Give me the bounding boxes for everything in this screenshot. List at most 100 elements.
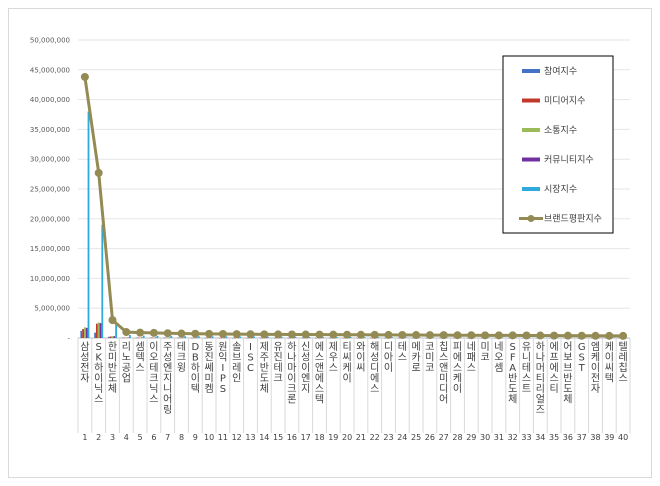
- line-point: [522, 331, 531, 340]
- bar: [522, 337, 524, 339]
- bar: [85, 327, 88, 338]
- line-point: [80, 72, 89, 81]
- bar: [94, 332, 96, 338]
- line-point: [329, 330, 338, 339]
- bar: [109, 336, 112, 338]
- x-rank-label: 30: [480, 433, 490, 442]
- bar: [251, 337, 254, 339]
- bar: [210, 337, 212, 339]
- x-rank-label: 16: [287, 433, 297, 442]
- bar: [259, 337, 262, 339]
- legend-label: 시장지수: [544, 184, 577, 195]
- x-rank-label: 40: [618, 433, 628, 442]
- bar: [115, 323, 117, 338]
- line-point: [536, 331, 545, 340]
- bar: [625, 337, 628, 339]
- legend-swatch: [522, 157, 540, 162]
- bar: [142, 335, 145, 338]
- x-rank-label: 31: [494, 433, 504, 442]
- bar: [99, 323, 102, 338]
- x-rank-label: 35: [549, 433, 559, 442]
- bar: [466, 337, 469, 339]
- x-rank-label: 36: [563, 433, 573, 442]
- bar: [549, 337, 552, 339]
- bar: [508, 337, 510, 339]
- bar: [246, 337, 248, 339]
- bar: [184, 336, 186, 338]
- x-rank-label: 39: [604, 433, 614, 442]
- bar: [397, 337, 400, 339]
- bar: [139, 337, 141, 339]
- legend-label: 참여지수: [544, 65, 577, 77]
- bar: [529, 337, 531, 339]
- bar: [267, 336, 269, 338]
- bar: [439, 337, 441, 339]
- bar: [474, 337, 476, 339]
- bar: [247, 337, 250, 339]
- bar: [135, 337, 138, 339]
- line-point: [605, 331, 614, 340]
- line-point: [343, 330, 352, 339]
- bar: [108, 336, 110, 338]
- bar: [349, 336, 352, 338]
- line-point: [274, 330, 283, 339]
- line-point: [494, 331, 503, 340]
- x-rank-label: 6: [151, 433, 156, 442]
- line-point: [425, 331, 434, 340]
- bar: [82, 329, 84, 338]
- x-rank-label: 15: [273, 433, 283, 442]
- bar: [166, 337, 169, 339]
- bar: [141, 337, 143, 339]
- y-tick-label: 50,000,000: [30, 37, 70, 45]
- bar: [612, 337, 614, 339]
- line-point: [577, 331, 586, 340]
- y-tick-label: 15,000,000: [30, 245, 70, 253]
- line-point: [122, 328, 131, 337]
- bar: [487, 337, 490, 339]
- line-point: [315, 330, 324, 339]
- bar: [494, 337, 497, 339]
- bar: [127, 337, 129, 339]
- bar: [584, 337, 587, 339]
- x-rank-label: 10: [204, 433, 214, 442]
- bar: [363, 337, 366, 338]
- line-point: [246, 330, 255, 339]
- x-rank-label: 1: [82, 433, 87, 442]
- bar: [154, 337, 157, 339]
- bar: [223, 337, 226, 339]
- bar: [315, 337, 317, 339]
- line-point: [136, 328, 145, 337]
- y-tick-label: 40,000,000: [30, 96, 70, 104]
- bar: [261, 337, 264, 339]
- bar: [253, 336, 255, 338]
- bar: [80, 330, 83, 338]
- y-tick-label: 20,000,000: [30, 215, 70, 223]
- line-point: [467, 331, 476, 340]
- line-point: [232, 330, 241, 339]
- line-point: [563, 331, 572, 340]
- bar: [208, 337, 210, 339]
- bar: [125, 337, 128, 339]
- line-point: [591, 331, 600, 340]
- bar: [153, 337, 155, 339]
- bar: [432, 337, 435, 338]
- bar: [178, 337, 181, 339]
- bar: [563, 337, 566, 339]
- line-point: [301, 330, 310, 339]
- line-point: [398, 330, 407, 339]
- bar: [418, 337, 421, 338]
